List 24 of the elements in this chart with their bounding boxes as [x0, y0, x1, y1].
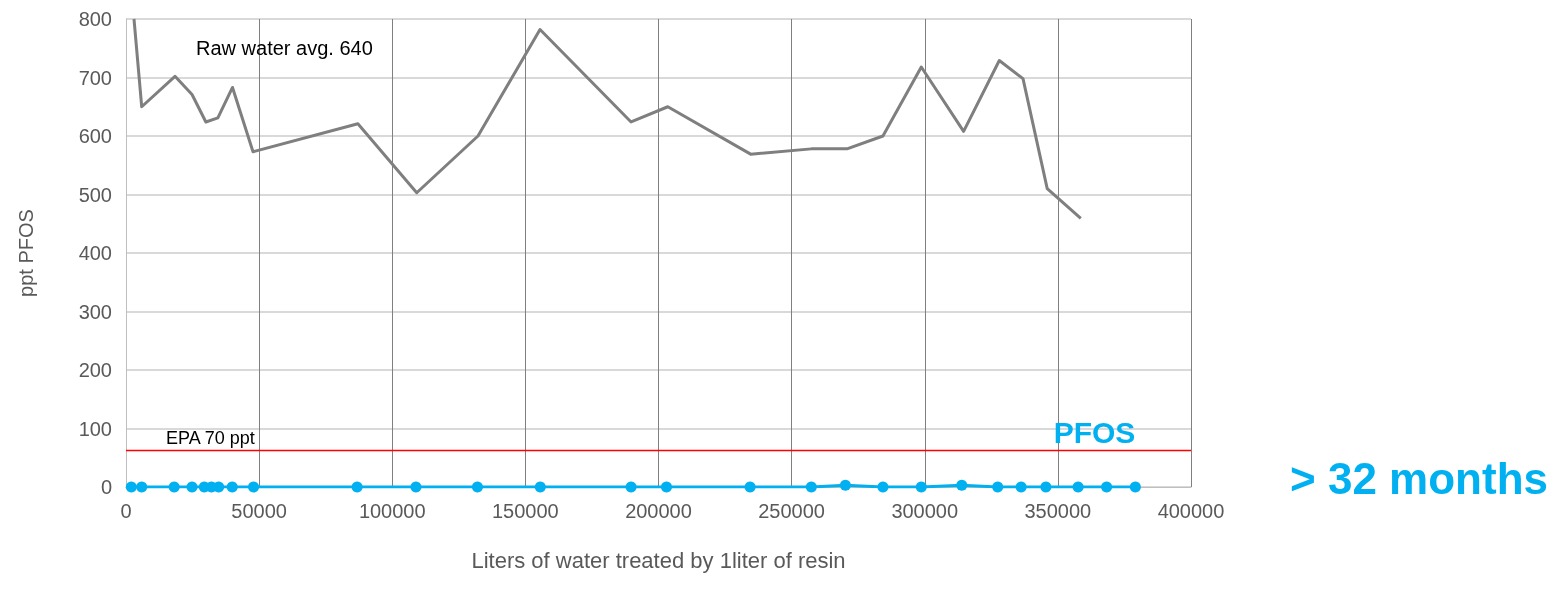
- y-tick-label: 200: [78, 359, 112, 381]
- x-tick-label: 250000: [758, 500, 825, 522]
- ref-line-label: EPA 70 ppt: [166, 427, 255, 448]
- text: > 32 months: [1290, 453, 1548, 503]
- x-tick-label: 100000: [358, 500, 426, 522]
- y-tick-label: 500: [78, 183, 112, 206]
- y-tick-label: 800: [78, 8, 112, 30]
- y-tick-label: 0: [100, 476, 112, 498]
- x-tick-label: 150000: [492, 500, 559, 522]
- y-tick-label: 600: [78, 125, 112, 147]
- x-tick-label: 50000: [231, 500, 287, 522]
- y-tick-label: 300: [78, 300, 112, 323]
- x-tick-label: 200000: [625, 500, 692, 522]
- y-tick-label: 700: [78, 66, 112, 89]
- x-tick-label: 400000: [1157, 500, 1225, 522]
- x-tick-label: 300000: [891, 500, 959, 522]
- annotation: Raw water avg. 640: [196, 37, 373, 59]
- y-tick-label: 400: [78, 242, 112, 264]
- y-tick-label: 100: [78, 417, 112, 440]
- x-tick-label: 350000: [1024, 500, 1092, 522]
- x-axis-title: Liters of water treated by 1liter of resin: [471, 547, 846, 573]
- series-label: PFOS: [1053, 415, 1136, 449]
- x-tick-label: 0: [120, 500, 132, 522]
- y-axis-title: ppt PFOS: [15, 209, 37, 297]
